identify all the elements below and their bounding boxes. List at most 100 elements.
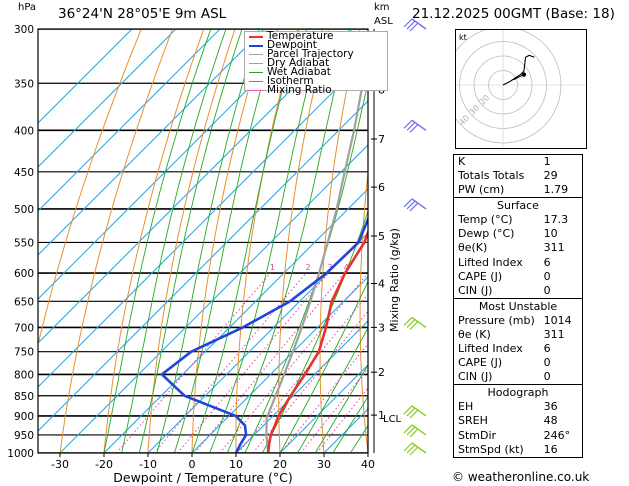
mixing-ratio-label-15: 15 bbox=[422, 263, 432, 272]
isotherm-line bbox=[59, 144, 368, 453]
surface-index-row: Lifted Index 6 bbox=[454, 256, 582, 270]
legend-item: Parcel Trajectory bbox=[249, 49, 387, 59]
temp-tick--10: -10 bbox=[139, 458, 157, 471]
mixing-ratio-line bbox=[300, 367, 368, 453]
surface-index-label: Dewp (°C) bbox=[458, 227, 515, 241]
isotherm-line bbox=[38, 29, 309, 300]
altitude-tick-6: 6 bbox=[378, 181, 385, 194]
unstable-index-row: CIN (J) 0 bbox=[454, 370, 582, 384]
pressure-tick-1000: 1000 bbox=[7, 448, 34, 460]
wind-barb-staff bbox=[411, 316, 427, 328]
temp-tick-40: 40 bbox=[361, 458, 375, 471]
mixing-ratio-line bbox=[237, 293, 368, 453]
storm-motion-marker bbox=[521, 72, 527, 77]
pressure-tick-400: 400 bbox=[14, 125, 34, 137]
wind-barb-staff bbox=[411, 424, 427, 436]
wind-barb-900 bbox=[403, 405, 427, 419]
legend-item: Temperature bbox=[249, 31, 387, 41]
legend-swatch bbox=[249, 90, 263, 91]
dry-adiabat-line bbox=[278, 29, 330, 453]
wet-adiabat-line bbox=[279, 280, 368, 453]
surface-index-value: 0 bbox=[543, 283, 551, 297]
x-axis-label: Dewpoint / Temperature (°C) bbox=[113, 470, 292, 485]
chart-legend: Temperature Dewpoint Parcel Trajectory Dry … bbox=[244, 31, 388, 95]
dry-adiabat-line bbox=[399, 29, 422, 453]
temp-tick--30: -30 bbox=[51, 458, 69, 471]
hodograph-index-row: SREH 48 bbox=[454, 414, 582, 428]
surface-index-value: 17.3 bbox=[543, 213, 569, 227]
basic-index-label: K bbox=[458, 155, 466, 168]
wind-barb-staff bbox=[411, 18, 427, 30]
isotherm-line bbox=[191, 276, 368, 453]
legend-swatch bbox=[249, 54, 263, 55]
basic-indices: K 1 Totals Totals 29 PW (cm) 1.79 bbox=[454, 155, 582, 197]
mixing-ratio-line bbox=[280, 343, 368, 453]
dewpoint-line bbox=[160, 215, 368, 453]
mixing-ratio-label-2: 2 bbox=[306, 263, 311, 272]
unstable-section: Most Unstable Pressure (mb) 1014 θe (K) 311… bbox=[454, 297, 582, 384]
wind-barb-staff bbox=[411, 119, 427, 131]
basic-index-row: PW (cm) 1.79 bbox=[454, 183, 582, 197]
unstable-index-value: 0 bbox=[543, 370, 551, 384]
isotherm-line bbox=[38, 29, 221, 212]
wind-barb-feather bbox=[403, 405, 413, 415]
surface-index-row: CAPE (J) 0 bbox=[454, 270, 582, 284]
temp-tick-30: 30 bbox=[317, 458, 331, 471]
mixing-ratio-line bbox=[177, 272, 329, 453]
isotherm-line bbox=[38, 29, 265, 256]
hodograph-index-value: 16 bbox=[543, 442, 558, 456]
hodograph-index-label: EH bbox=[458, 400, 474, 414]
surface-index-value: 0 bbox=[543, 269, 551, 283]
hodograph-index-label: StmDir bbox=[458, 428, 497, 442]
hodograph-index-value: 246° bbox=[543, 428, 571, 442]
surface-index-row: θe(K) 311 bbox=[454, 241, 582, 255]
surface-index-label: Lifted Index bbox=[458, 255, 523, 269]
wind-barb-feather bbox=[409, 446, 419, 456]
unstable-index-value: 0 bbox=[543, 356, 551, 370]
unstable-index-row: CAPE (J) 0 bbox=[454, 356, 582, 370]
hodograph-title: Hodograph bbox=[487, 386, 549, 400]
unstable-index-row: Pressure (mb) 1014 bbox=[454, 314, 582, 328]
pressure-tick-800: 800 bbox=[14, 369, 34, 381]
legend-label: Dewpoint bbox=[267, 39, 317, 51]
altitude-tick-1: 1 bbox=[378, 409, 385, 422]
unstable-index-value: 311 bbox=[543, 327, 565, 341]
legend-item: Dry Adiabat bbox=[249, 57, 387, 69]
wind-barb-feather bbox=[409, 123, 419, 133]
pressure-tick-900: 900 bbox=[14, 411, 34, 423]
hodograph-section: Hodograph EH 36 SREH 48 StmDir 246° StmSpd (kt… bbox=[454, 384, 582, 456]
altitude-tick-4: 4 bbox=[378, 278, 385, 291]
wind-barb-staff bbox=[411, 405, 427, 417]
legend-label: Wet Adiabat bbox=[267, 66, 331, 78]
dry-adiabat-line bbox=[359, 168, 368, 453]
wet-adiabat-line bbox=[138, 29, 243, 453]
hodograph-index-row: StmSpd (kt) 16 bbox=[454, 443, 582, 457]
mixing-ratio-label-1: 1 bbox=[270, 263, 275, 272]
surface-index-row: CIN (J) 0 bbox=[454, 284, 582, 298]
wind-barb-500 bbox=[403, 198, 427, 212]
wet-adiabat-line bbox=[332, 395, 368, 453]
dry-adiabat-line bbox=[38, 29, 142, 348]
dry-adiabat-line bbox=[147, 29, 236, 453]
wet-adiabat-line bbox=[209, 29, 323, 453]
lcl-label: LCL bbox=[383, 414, 402, 425]
dry-adiabat-line bbox=[609, 29, 629, 453]
surface-index-value: 311 bbox=[543, 241, 565, 255]
wind-barb-feather bbox=[406, 426, 416, 436]
surface-index-label: CAPE (J) bbox=[458, 269, 503, 283]
isotherm-line bbox=[235, 320, 368, 453]
surface-index-value: 10 bbox=[543, 227, 558, 241]
legend-label: Dry Adiabat bbox=[267, 57, 330, 69]
wind-barb-feather bbox=[403, 198, 413, 208]
temperature-line bbox=[266, 228, 368, 453]
legend-item: Dewpoint bbox=[249, 39, 387, 51]
legend-swatch bbox=[249, 44, 263, 47]
wind-barb-feather bbox=[406, 20, 416, 30]
basic-index-label: PW (cm) bbox=[458, 183, 505, 197]
wind-barb-feather bbox=[409, 409, 419, 419]
pressure-tick-450: 450 bbox=[14, 167, 34, 179]
basic-index-value: 1.79 bbox=[543, 183, 569, 197]
hodograph-trace bbox=[502, 54, 535, 86]
